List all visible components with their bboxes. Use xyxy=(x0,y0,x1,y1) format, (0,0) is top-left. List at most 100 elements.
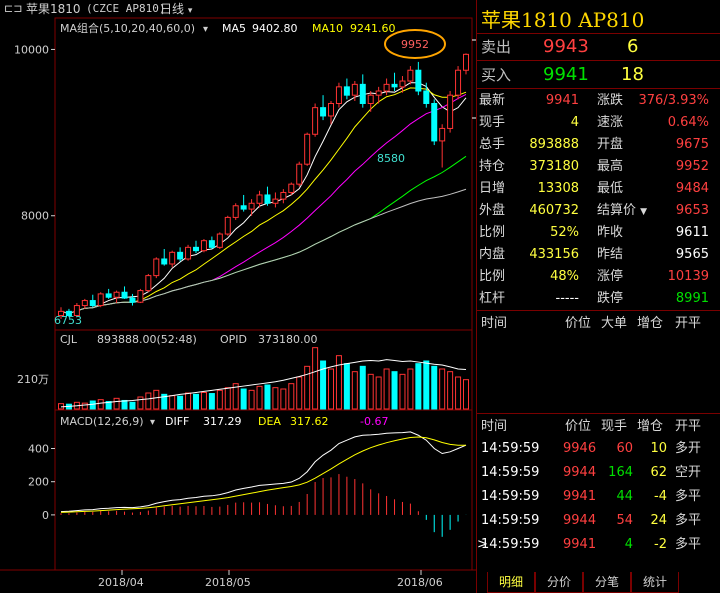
quote-label: 现手 xyxy=(479,115,506,130)
divider xyxy=(477,60,720,61)
volume-bar xyxy=(312,347,319,410)
price-panel-frame xyxy=(54,17,473,331)
ma-legend-value: 9241.60 xyxy=(350,22,396,35)
candle-body xyxy=(256,194,263,204)
trade-volume: 60 xyxy=(616,441,633,456)
trade-time: 14:59:59 xyxy=(481,513,540,528)
volume-bar xyxy=(463,379,469,410)
quote-value: 9952 xyxy=(675,159,709,174)
volume-bar xyxy=(121,399,128,410)
tab-0[interactable]: 明细 xyxy=(487,572,535,593)
quote-label: 杠杆 xyxy=(479,291,506,306)
trade-type: 多平 xyxy=(675,513,702,528)
col-big: 大单 xyxy=(601,316,628,331)
quote-label: 比例 xyxy=(479,269,506,284)
quote-label: 昨收 xyxy=(597,225,624,240)
col-price: 价位 xyxy=(565,419,592,434)
quote-value: 0.64% xyxy=(667,115,709,130)
col-volume: 现手 xyxy=(601,419,628,434)
tab-1[interactable]: 分价 xyxy=(535,572,583,593)
volume-bar xyxy=(129,401,136,410)
quote-label: 跌停 xyxy=(597,291,624,306)
volume-bar xyxy=(304,365,311,410)
volume-bar xyxy=(248,389,255,410)
trade-time: >14:59:59 xyxy=(477,534,539,556)
period-label: 日线 xyxy=(160,2,185,16)
quote-label: 日增 xyxy=(479,181,506,196)
macd-legend-label: DEA xyxy=(258,415,281,428)
open-interest-line xyxy=(60,359,467,408)
candle-body xyxy=(161,258,168,265)
quote-label[interactable]: 结算价 ▼ xyxy=(597,203,648,218)
volume-bar xyxy=(296,376,303,410)
quote-value: 376/3.93% xyxy=(638,93,710,108)
candle-body xyxy=(240,205,247,210)
chevron-down-icon: ▾ xyxy=(187,6,193,16)
trade-time: 14:59:59 xyxy=(481,489,540,504)
candle-body xyxy=(89,300,96,307)
menu-icon[interactable]: ⊏⊐ xyxy=(4,2,23,15)
col-time: 时间 xyxy=(481,316,508,331)
trade-time: 14:59:59 xyxy=(481,441,540,456)
tab-3[interactable]: 统计 xyxy=(631,572,679,593)
trade-type: 多开 xyxy=(675,441,702,456)
volume-bar xyxy=(216,389,223,410)
volume-bar xyxy=(89,400,96,410)
quote-value: 8991 xyxy=(675,291,709,306)
col-change: 增仓 xyxy=(637,316,664,331)
candle-body xyxy=(216,233,223,248)
candle-body xyxy=(232,205,239,218)
chart-header: ⊏⊐ 苹果1810 (CZCE AP810) 日线 ▾ xyxy=(0,0,475,18)
quote-title: 苹果1810 AP810 xyxy=(481,8,645,32)
volume-bar xyxy=(375,376,382,410)
candle-body xyxy=(105,293,112,298)
candle-body xyxy=(431,102,438,142)
quote-label: 持仓 xyxy=(479,159,506,174)
volume-bar xyxy=(161,393,168,410)
quote-label: 涨停 xyxy=(597,269,624,284)
trade-change: -2 xyxy=(654,537,667,552)
volume-bar xyxy=(208,393,215,410)
candle-body xyxy=(320,107,327,117)
quote-panel: 苹果1810 AP810 卖出 9943 6 买入 9941 18 最新 994… xyxy=(476,0,720,593)
volume-bar xyxy=(431,365,438,410)
trade-change: 24 xyxy=(650,513,667,528)
macd-legend-name: MACD(12,26,9) xyxy=(60,415,144,428)
candle-body xyxy=(359,83,366,104)
volume-bar xyxy=(193,393,199,410)
volume-bar xyxy=(391,371,398,410)
start-low-annotation: 6753 xyxy=(54,314,82,327)
exchange-label: (CZCE AP810) xyxy=(86,2,166,15)
y-tick-label: 10000 xyxy=(14,43,49,56)
trade-time: 14:59:59 xyxy=(481,465,540,480)
volume-bar xyxy=(399,373,406,410)
quote-label: 外盘 xyxy=(479,203,506,218)
quote-value: 13308 xyxy=(537,181,579,196)
quote-value: 9675 xyxy=(675,137,709,152)
macd-legend-value: 317.29 xyxy=(203,415,242,428)
divider xyxy=(477,413,720,414)
candle-body xyxy=(272,198,279,204)
trade-volume: 164 xyxy=(608,465,633,480)
trade-price: 9941 xyxy=(563,489,597,504)
tab-2[interactable]: 分笔 xyxy=(583,572,631,593)
volume-bar xyxy=(335,355,342,410)
candle-body xyxy=(264,194,271,204)
candle-body xyxy=(375,90,382,96)
period-selector[interactable]: 日线 ▾ xyxy=(160,0,192,20)
x-tick-label: 2018/05 xyxy=(205,576,251,589)
candle-body xyxy=(153,258,160,277)
trade-price: 9946 xyxy=(563,441,597,456)
col-time: 时间 xyxy=(481,419,508,434)
volume-bar xyxy=(200,391,207,410)
ma5-line xyxy=(60,82,467,314)
volume-bar xyxy=(185,392,192,410)
opid-value: 373180.00 xyxy=(258,333,318,346)
volume-bar xyxy=(232,383,239,410)
quote-label: 涨跌 xyxy=(597,93,624,108)
chart-area[interactable]: 10000 8000 MA组合(5,10,20,40,60,0) ▾ MA5 9402.8… xyxy=(0,0,476,593)
volume-bar xyxy=(455,376,462,410)
quote-label: 最新 xyxy=(479,93,506,108)
candle-body xyxy=(335,86,342,104)
candle-body xyxy=(391,83,398,88)
